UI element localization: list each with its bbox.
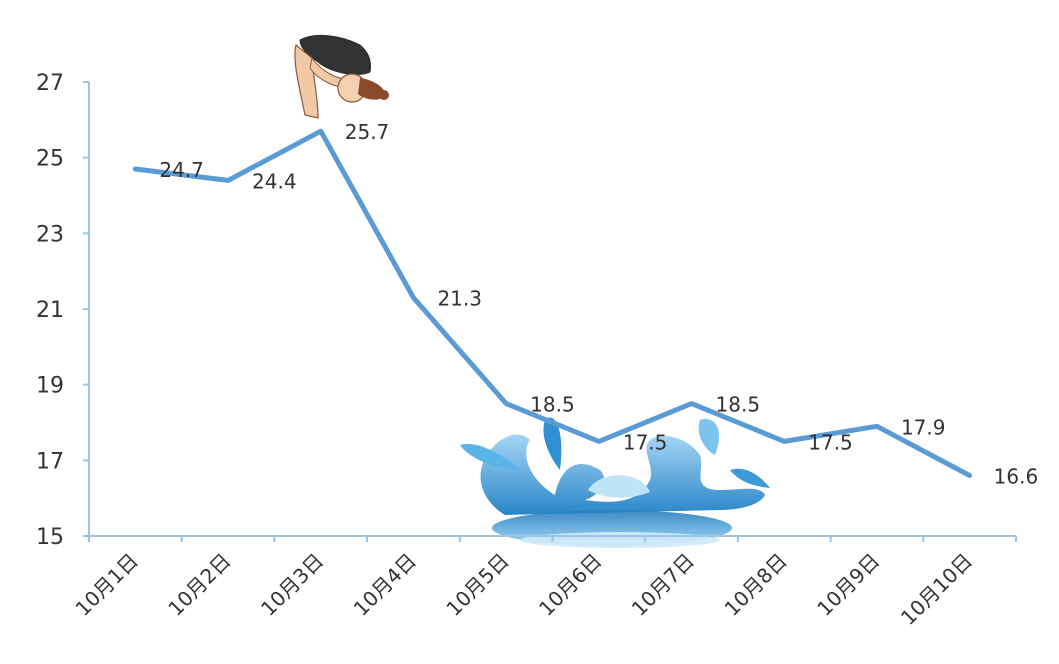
data-label: 25.7 — [345, 120, 390, 144]
data-label: 24.7 — [159, 158, 204, 182]
series-line — [132, 128, 973, 478]
data-label: 18.5 — [716, 393, 761, 417]
x-tick-label: 10月6日 — [534, 549, 606, 621]
x-tick-label: 10月3日 — [256, 549, 328, 621]
axes — [88, 82, 1016, 537]
y-tick-label: 27 — [36, 71, 64, 96]
x-tick-label: 10月4日 — [349, 549, 421, 621]
x-tick-label: 10月2日 — [163, 549, 235, 621]
x-tick-label: 10月8日 — [720, 549, 792, 621]
x-tick-label: 10月9日 — [812, 549, 884, 621]
data-label: 18.5 — [530, 393, 575, 417]
series-line-path — [132, 128, 973, 478]
x-tick-label: 10月10日 — [896, 549, 977, 630]
diver-illustration — [294, 35, 389, 119]
data-label: 16.6 — [994, 464, 1039, 488]
y-tick-label: 19 — [36, 374, 64, 399]
x-tick-label: 10月7日 — [627, 549, 699, 621]
data-label: 17.9 — [901, 415, 946, 439]
x-tick-label: 10月5日 — [441, 549, 513, 621]
y-tick-label: 15 — [36, 525, 64, 550]
y-tick-label: 25 — [36, 147, 64, 172]
data-label: 17.5 — [623, 430, 668, 454]
y-axis-ticks: 15 17 19 21 23 25 27 — [36, 71, 89, 550]
y-tick-label: 21 — [36, 298, 64, 323]
data-labels: 24.7 24.4 25.7 21.3 18.5 17.5 18.5 17.5 17.9 16.6 — [159, 120, 1038, 488]
y-tick-label: 17 — [36, 449, 64, 474]
y-tick-label: 23 — [36, 222, 64, 247]
data-label: 24.4 — [252, 169, 297, 193]
x-tick-label: 10月1日 — [71, 549, 143, 621]
data-label: 21.3 — [437, 287, 482, 311]
data-label: 17.5 — [808, 430, 853, 454]
x-axis-ticks: 10月1日 10月2日 10月3日 10月4日 10月5日 10月6日 10月7日 10月8日… — [71, 536, 1017, 630]
